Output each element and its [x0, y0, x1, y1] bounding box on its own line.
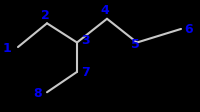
Text: 8: 8	[34, 86, 42, 99]
Text: 7: 7	[81, 66, 90, 79]
Text: 6: 6	[185, 23, 193, 36]
Text: 3: 3	[81, 34, 90, 47]
Text: 1: 1	[3, 41, 11, 54]
Text: 2: 2	[41, 9, 49, 22]
Text: 5: 5	[131, 38, 139, 51]
Text: 4: 4	[101, 4, 109, 17]
